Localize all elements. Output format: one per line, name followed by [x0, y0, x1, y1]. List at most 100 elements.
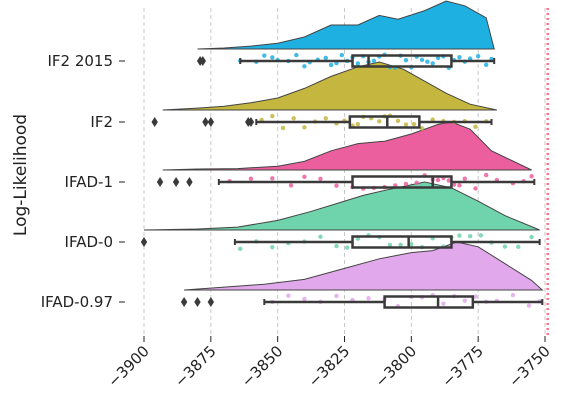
rain-point [435, 177, 441, 183]
box-iqr [351, 175, 453, 189]
rain-point [248, 176, 254, 181]
rain-point [462, 298, 467, 303]
rain-point [323, 116, 328, 121]
outlier-marker [202, 117, 209, 127]
outlier-marker [207, 297, 215, 307]
rain-point [366, 296, 371, 301]
outlier-marker [199, 56, 207, 66]
rain-point [529, 234, 534, 240]
y-axis-label: Log-Likelihood [11, 114, 31, 236]
outlier-marker [140, 237, 148, 247]
rain-point [446, 178, 451, 183]
rain-point [462, 176, 467, 181]
density-clouds [143, 0, 544, 291]
rain-point [291, 116, 296, 121]
x-tick-label: −3875 [171, 342, 220, 391]
rain-point [430, 117, 435, 122]
x-tick-label: −3825 [305, 342, 354, 391]
outlier-marker [151, 117, 158, 127]
rain-point [318, 176, 323, 181]
y-tick-label: IF2 2015 [47, 52, 113, 70]
box-plots [140, 54, 544, 309]
box-iqr [348, 115, 421, 129]
y-tick-label: IF2 [90, 113, 113, 131]
rain-point [526, 303, 532, 308]
rain-point [435, 55, 441, 61]
x-tick-label: −3750 [505, 342, 554, 391]
rain-point [395, 118, 401, 123]
rain-point [286, 293, 291, 298]
rain-point [425, 59, 430, 64]
rain-point [457, 233, 462, 238]
rain-point [355, 121, 361, 127]
rain-point [457, 55, 462, 60]
rain-point [302, 64, 307, 69]
rain-point [339, 52, 345, 58]
rain-point [334, 243, 339, 249]
rain-point [270, 176, 275, 181]
x-axis: −3900 −3875 −3850 −3825 −3800 −3775 −3750 [104, 336, 554, 391]
density-cloud [162, 61, 498, 111]
outlier-marker [156, 177, 164, 187]
rain-point [280, 125, 286, 131]
rain-point [302, 174, 307, 180]
box-iqr [351, 54, 453, 68]
density-cloud [162, 121, 532, 171]
outlier-marker [172, 177, 180, 187]
rain-point [398, 242, 403, 247]
rain-point [409, 242, 414, 247]
rain-point [414, 180, 419, 185]
rain-point [270, 113, 275, 119]
density-cloud [184, 241, 544, 291]
outlier-marker [194, 297, 201, 307]
rain-point [419, 57, 425, 63]
rain-point [403, 122, 409, 127]
rain-point [334, 183, 339, 188]
rain-point [483, 172, 489, 178]
density-cloud [197, 0, 495, 50]
outlier-marker [186, 177, 193, 187]
y-tick-label: IFAD-1 [65, 173, 113, 191]
rain-point [475, 53, 481, 59]
rain-point [403, 181, 409, 187]
rain-point [334, 293, 339, 299]
x-tick-label: −3900 [104, 342, 153, 391]
rain-point [323, 55, 328, 61]
rain-point [441, 301, 446, 306]
rain-point [328, 62, 334, 68]
box-iqr [383, 295, 475, 309]
rain-point [430, 61, 435, 66]
rain-point [344, 245, 350, 250]
rain-point [294, 52, 299, 58]
rain-point [457, 183, 462, 188]
box-iqr [351, 235, 453, 249]
rain-point [473, 124, 478, 129]
density-cloud [143, 181, 540, 231]
rain-point [302, 296, 307, 302]
grid-lines [143, 8, 546, 335]
y-axis: IF2 2015 IF2 IFAD-1 IFAD-0 IFAD-0.97 [41, 52, 125, 311]
outlier-marker [247, 117, 255, 127]
rain-point [270, 55, 275, 60]
rain-point [288, 183, 294, 188]
rain-point [473, 186, 478, 191]
rain-point [478, 233, 484, 238]
rain-point [516, 244, 521, 250]
rain-point [411, 121, 417, 127]
rain-point [302, 125, 307, 130]
rain-point [451, 182, 457, 187]
rain-point [473, 294, 478, 299]
rain-point [355, 61, 361, 66]
rain-point [377, 119, 382, 124]
rain-point [270, 245, 275, 250]
x-tick-label: −3775 [438, 342, 487, 391]
y-tick-label: IFAD-0.97 [41, 293, 113, 311]
rain-point [467, 56, 473, 61]
rain-point [403, 58, 409, 63]
rain-point [529, 174, 534, 179]
rain-point [318, 234, 323, 239]
rain-point [502, 244, 508, 249]
x-tick-label: −3800 [372, 342, 421, 391]
rain-point [238, 246, 243, 252]
